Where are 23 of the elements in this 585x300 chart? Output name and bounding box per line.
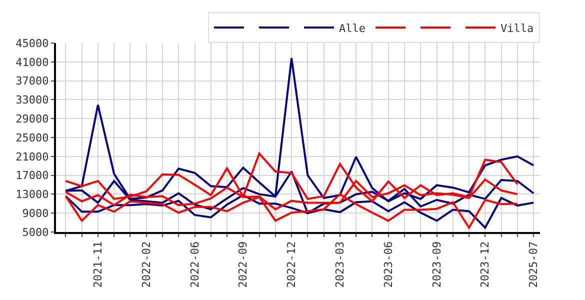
x-tick-label: 2022-09 — [236, 241, 250, 288]
legend-label: Alle — [339, 22, 366, 35]
x-tick-label: 2023-03 — [334, 241, 347, 288]
y-tick-label: 33000 — [16, 94, 49, 107]
legend-label: Villa — [500, 22, 534, 35]
y-tick-label: 37000 — [16, 74, 49, 88]
y-tick-label: 17000 — [16, 169, 49, 182]
x-tick-label: 2022-06 — [188, 241, 202, 288]
y-tick-label: 45000 — [16, 36, 49, 50]
x-tick-label: 2021-11 — [92, 241, 105, 288]
y-tick-label: 41000 — [16, 56, 49, 69]
y-tick-label: 25000 — [16, 131, 49, 144]
x-tick-label: 2025-07 — [527, 241, 540, 288]
y-tick-label: 9000 — [22, 206, 49, 220]
x-tick-label: 2023-09 — [430, 241, 444, 288]
x-tick-label: 2022-12 — [285, 241, 298, 288]
y-tick-label: 13000 — [16, 188, 49, 202]
y-tick-label: 21000 — [16, 150, 49, 164]
x-tick-label: 2023-12 — [478, 241, 492, 288]
x-tick-label: 2022-02 — [140, 241, 153, 288]
x-tick-label: 2023-06 — [382, 241, 395, 288]
y-tick-label: 29000 — [16, 112, 49, 126]
y-tick-label: 5000 — [22, 226, 49, 239]
